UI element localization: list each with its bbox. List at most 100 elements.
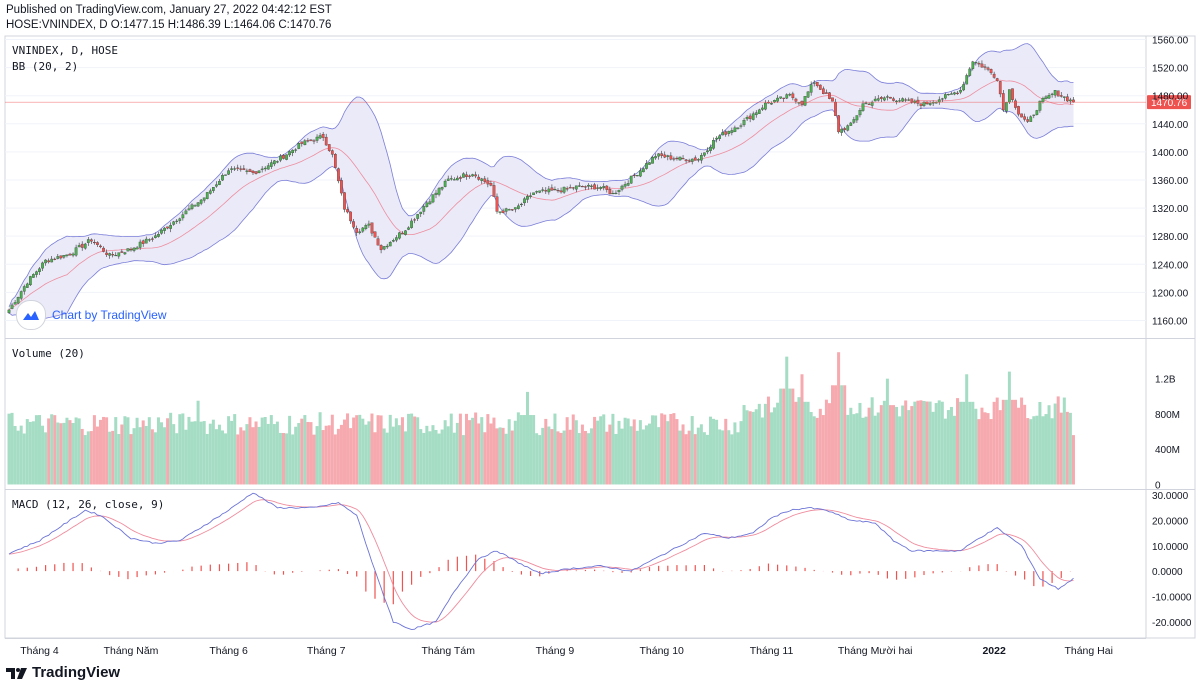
volume-bar: [471, 417, 475, 485]
volume-bar: [7, 413, 11, 485]
candle-body: [132, 247, 136, 251]
volume-bar: [1071, 435, 1075, 485]
volume-bar: [635, 430, 639, 485]
volume-bar: [68, 420, 72, 485]
volume-bar: [550, 429, 554, 485]
volume-bar: [532, 415, 536, 485]
candle-body: [86, 239, 90, 243]
candle-body: [1020, 113, 1023, 118]
volume-bar: [336, 428, 340, 485]
volume-bar: [327, 425, 331, 485]
volume-bar: [343, 419, 346, 485]
volume-bar: [105, 417, 109, 485]
volume-bar: [461, 435, 465, 485]
volume-bar: [614, 433, 618, 485]
candle-body: [419, 211, 423, 215]
tradingview-watermark[interactable]: Chart by TradingView: [16, 300, 167, 330]
volume-bar: [733, 422, 737, 485]
candle-body: [208, 190, 212, 194]
candle-body: [215, 184, 218, 187]
volume-bar: [172, 424, 176, 485]
volume-bar: [663, 414, 667, 485]
candle-body: [526, 196, 529, 200]
candle-body: [495, 196, 499, 212]
candle-body: [892, 98, 895, 101]
volume-bar: [644, 425, 648, 485]
volume-bar: [397, 425, 401, 485]
candle-body: [138, 241, 142, 248]
volume-bar: [22, 433, 26, 485]
candle-body: [440, 187, 444, 190]
volume-bar: [855, 413, 859, 485]
volume-bar: [272, 424, 276, 485]
volume-bar: [681, 424, 685, 485]
volume-bar: [59, 423, 63, 485]
candle-body: [867, 103, 871, 105]
volume-bar: [699, 424, 703, 485]
candle-body: [562, 186, 566, 193]
candle-body: [730, 130, 734, 133]
candle-body: [581, 186, 584, 188]
candle-body: [181, 214, 185, 219]
volume-bars: [7, 352, 1075, 485]
volume-bar: [590, 428, 594, 485]
volume-bar: [895, 406, 899, 485]
volume-bar: [1056, 396, 1060, 485]
volume-bar: [593, 416, 597, 485]
chart-frame: [4, 35, 1196, 639]
candle-body: [855, 115, 859, 121]
volume-bar: [934, 403, 938, 485]
candle-body: [1050, 93, 1054, 95]
volume-bar: [651, 415, 655, 485]
candle-body: [501, 210, 505, 213]
candle-body: [822, 88, 825, 95]
volume-bar: [352, 417, 356, 485]
volume-bar: [89, 431, 93, 485]
candle-body: [7, 309, 11, 313]
volume-bar: [65, 417, 69, 485]
candle-body: [455, 177, 459, 181]
volume-bar: [757, 403, 761, 485]
volume-tick-label: 800M: [1155, 410, 1180, 421]
volume-bar: [138, 427, 142, 485]
candle-body: [1066, 96, 1069, 102]
volume-bar: [535, 433, 539, 485]
candle-body: [245, 170, 249, 172]
candle-body: [364, 225, 368, 229]
volume-bar: [38, 415, 41, 485]
volume-bar: [1032, 416, 1036, 485]
candle-body: [428, 201, 432, 205]
candle-body: [47, 260, 51, 263]
candle-body: [312, 140, 316, 142]
volume-bar: [684, 434, 688, 485]
volume-bar: [278, 432, 282, 485]
candle-body: [803, 96, 807, 106]
candle-body: [757, 109, 761, 114]
candle-body: [404, 230, 407, 235]
volume-legend: Volume (20): [12, 347, 85, 360]
candle-body: [596, 187, 600, 189]
volume-bar: [1050, 418, 1054, 485]
tradingview-logo[interactable]: TradingView: [6, 664, 120, 681]
volume-bar: [16, 430, 20, 485]
candle-body: [187, 208, 191, 211]
candle-body: [221, 175, 224, 181]
volume-bar: [983, 412, 987, 485]
bb-fill: [9, 43, 1074, 319]
volume-bar: [812, 416, 816, 485]
volume-bar: [455, 422, 459, 485]
volume-bar: [282, 433, 285, 485]
volume-bar: [1053, 403, 1057, 485]
candle-body: [956, 92, 959, 94]
price-tick-label: 1320.00: [1152, 204, 1189, 215]
volume-bar: [910, 406, 914, 485]
candle-body: [32, 274, 35, 278]
volume-bar: [583, 430, 587, 485]
volume-bar: [108, 431, 112, 485]
candle-body: [248, 169, 252, 172]
bb-upper: [8, 43, 1074, 308]
candle-body: [754, 112, 758, 116]
candle-body: [940, 98, 944, 100]
candle-body: [254, 171, 258, 174]
